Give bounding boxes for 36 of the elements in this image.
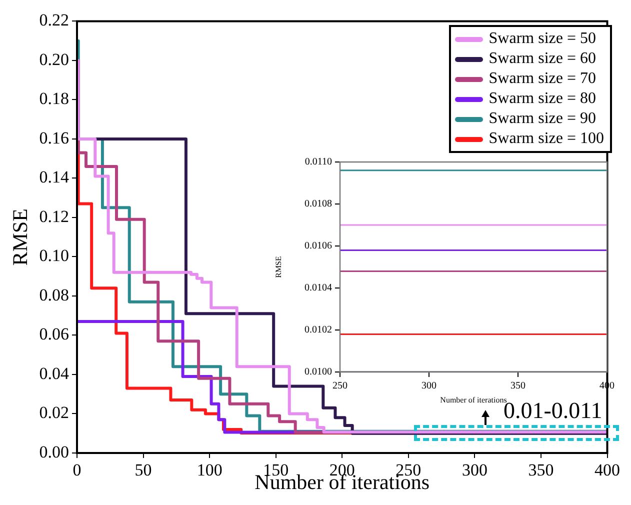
x-tick-label: 50 xyxy=(134,460,152,480)
legend-label: Swarm size = 90 xyxy=(488,109,596,129)
x-tick-label: 350 xyxy=(510,380,526,392)
legend-label: Swarm size = 80 xyxy=(488,89,596,109)
y-tick-label: 0.0100 xyxy=(304,366,332,378)
y-axis-title: RMSE xyxy=(274,256,283,278)
x-tick-label: 300 xyxy=(462,460,488,480)
y-tick-label: 0.0108 xyxy=(304,198,332,210)
y-tick-label: 0.06 xyxy=(39,324,69,344)
y-tick-label: 0.0102 xyxy=(304,324,332,336)
x-tick-label: 350 xyxy=(528,460,554,480)
y-tick-label: 0.12 xyxy=(39,206,69,226)
y-tick-label: 0.20 xyxy=(39,50,69,69)
y-tick-label: 0.02 xyxy=(39,403,69,422)
x-axis-title: Number of iterations xyxy=(440,395,507,404)
legend-label: Swarm size = 70 xyxy=(488,69,596,89)
y-tick-label: 0.0110 xyxy=(304,156,332,168)
y-tick-label: 0.04 xyxy=(39,364,70,383)
x-tick-label: 100 xyxy=(196,460,222,480)
x-tick-label: 250 xyxy=(332,380,348,392)
y-tick-label: 0.14 xyxy=(39,168,70,187)
y-tick-label: 0.22 xyxy=(39,10,69,30)
y-tick-label: 0.18 xyxy=(39,89,69,108)
y-tick-label: 0.0106 xyxy=(304,240,332,252)
y-tick-label: 0.00 xyxy=(39,442,69,462)
legend-label: Swarm size = 50 xyxy=(488,29,596,49)
y-tick-label: 0.0104 xyxy=(304,282,332,294)
y-tick-label: 0.10 xyxy=(39,246,69,266)
y-axis-title: RMSE xyxy=(8,208,32,266)
x-tick-label: 300 xyxy=(422,380,436,392)
x-tick-label: 0 xyxy=(72,460,82,480)
legend-label: Swarm size = 100 xyxy=(488,129,604,149)
x-tick-label: 400 xyxy=(594,460,620,480)
legend-label: Swarm size = 60 xyxy=(488,49,596,69)
y-tick-label: 0.16 xyxy=(39,128,69,148)
y-tick-label: 0.08 xyxy=(39,285,69,304)
